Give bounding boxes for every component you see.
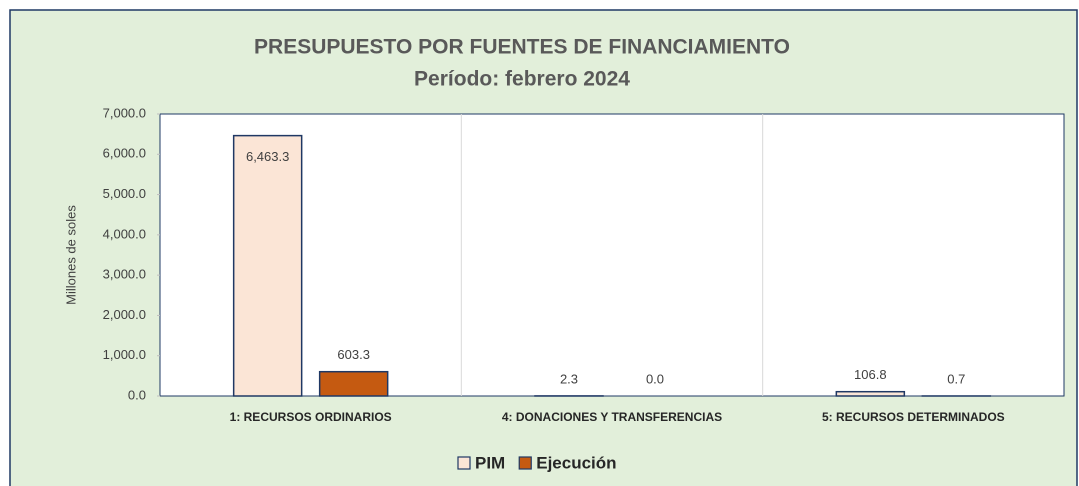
chart-subtitle: Período: febrero 2024 [414,68,630,91]
data-label: 6,463.3 [246,149,289,164]
x-tick-label: 1: RECURSOS ORDINARIOS [230,410,392,424]
y-tick-label: 2,000.0 [103,307,146,322]
bar [835,390,906,397]
legend-label: PIM [475,453,505,472]
y-tick-label: 5,000.0 [103,186,146,201]
data-label: 0.0 [646,371,664,386]
x-tick-label: 5: RECURSOS DETERMINADOS [822,410,1005,424]
data-label: 2.3 [560,371,578,386]
y-tick-label: 7,000.0 [103,105,146,120]
legend-label: Ejecución [536,453,616,472]
legend-swatch [457,456,471,470]
chart-title: PRESUPUESTO POR FUENTES DE FINANCIAMIENT… [254,36,790,59]
bar [232,134,303,397]
y-tick-label: 4,000.0 [103,226,146,241]
bar [318,370,389,397]
y-tick-label: 6,000.0 [103,146,146,161]
data-label: 106.8 [854,367,887,382]
plot-area [159,113,1065,397]
x-tick-label: 4: DONACIONES Y TRANSFERENCIAS [502,410,722,424]
data-label: 0.7 [947,371,965,386]
y-tick-label: 3,000.0 [103,267,146,282]
legend-swatch [518,456,532,470]
y-axis-label: Millones de soles [63,205,78,305]
data-label: 603.3 [337,347,370,362]
y-tick-label: 1,000.0 [103,347,146,362]
y-tick-label: 0.0 [128,387,146,402]
